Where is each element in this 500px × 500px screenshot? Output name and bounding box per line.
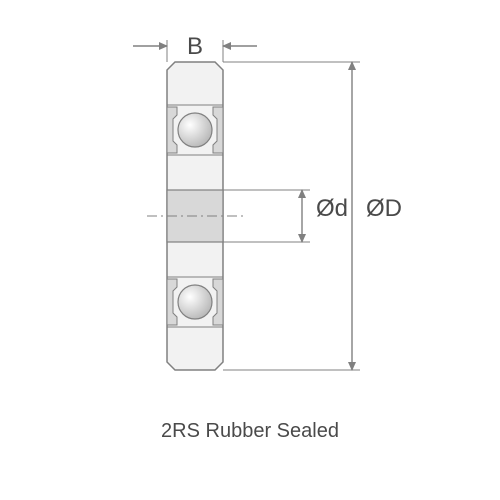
ball-lower — [178, 285, 212, 319]
label-D: ØD — [366, 195, 402, 222]
caption: 2RS Rubber Sealed — [0, 420, 500, 443]
label-B: B — [187, 33, 203, 60]
ball-upper — [178, 113, 212, 147]
label-d: Ød — [316, 195, 348, 222]
diagram-canvas: B Ød ØD 2RS Rubber Sealed — [0, 0, 500, 500]
